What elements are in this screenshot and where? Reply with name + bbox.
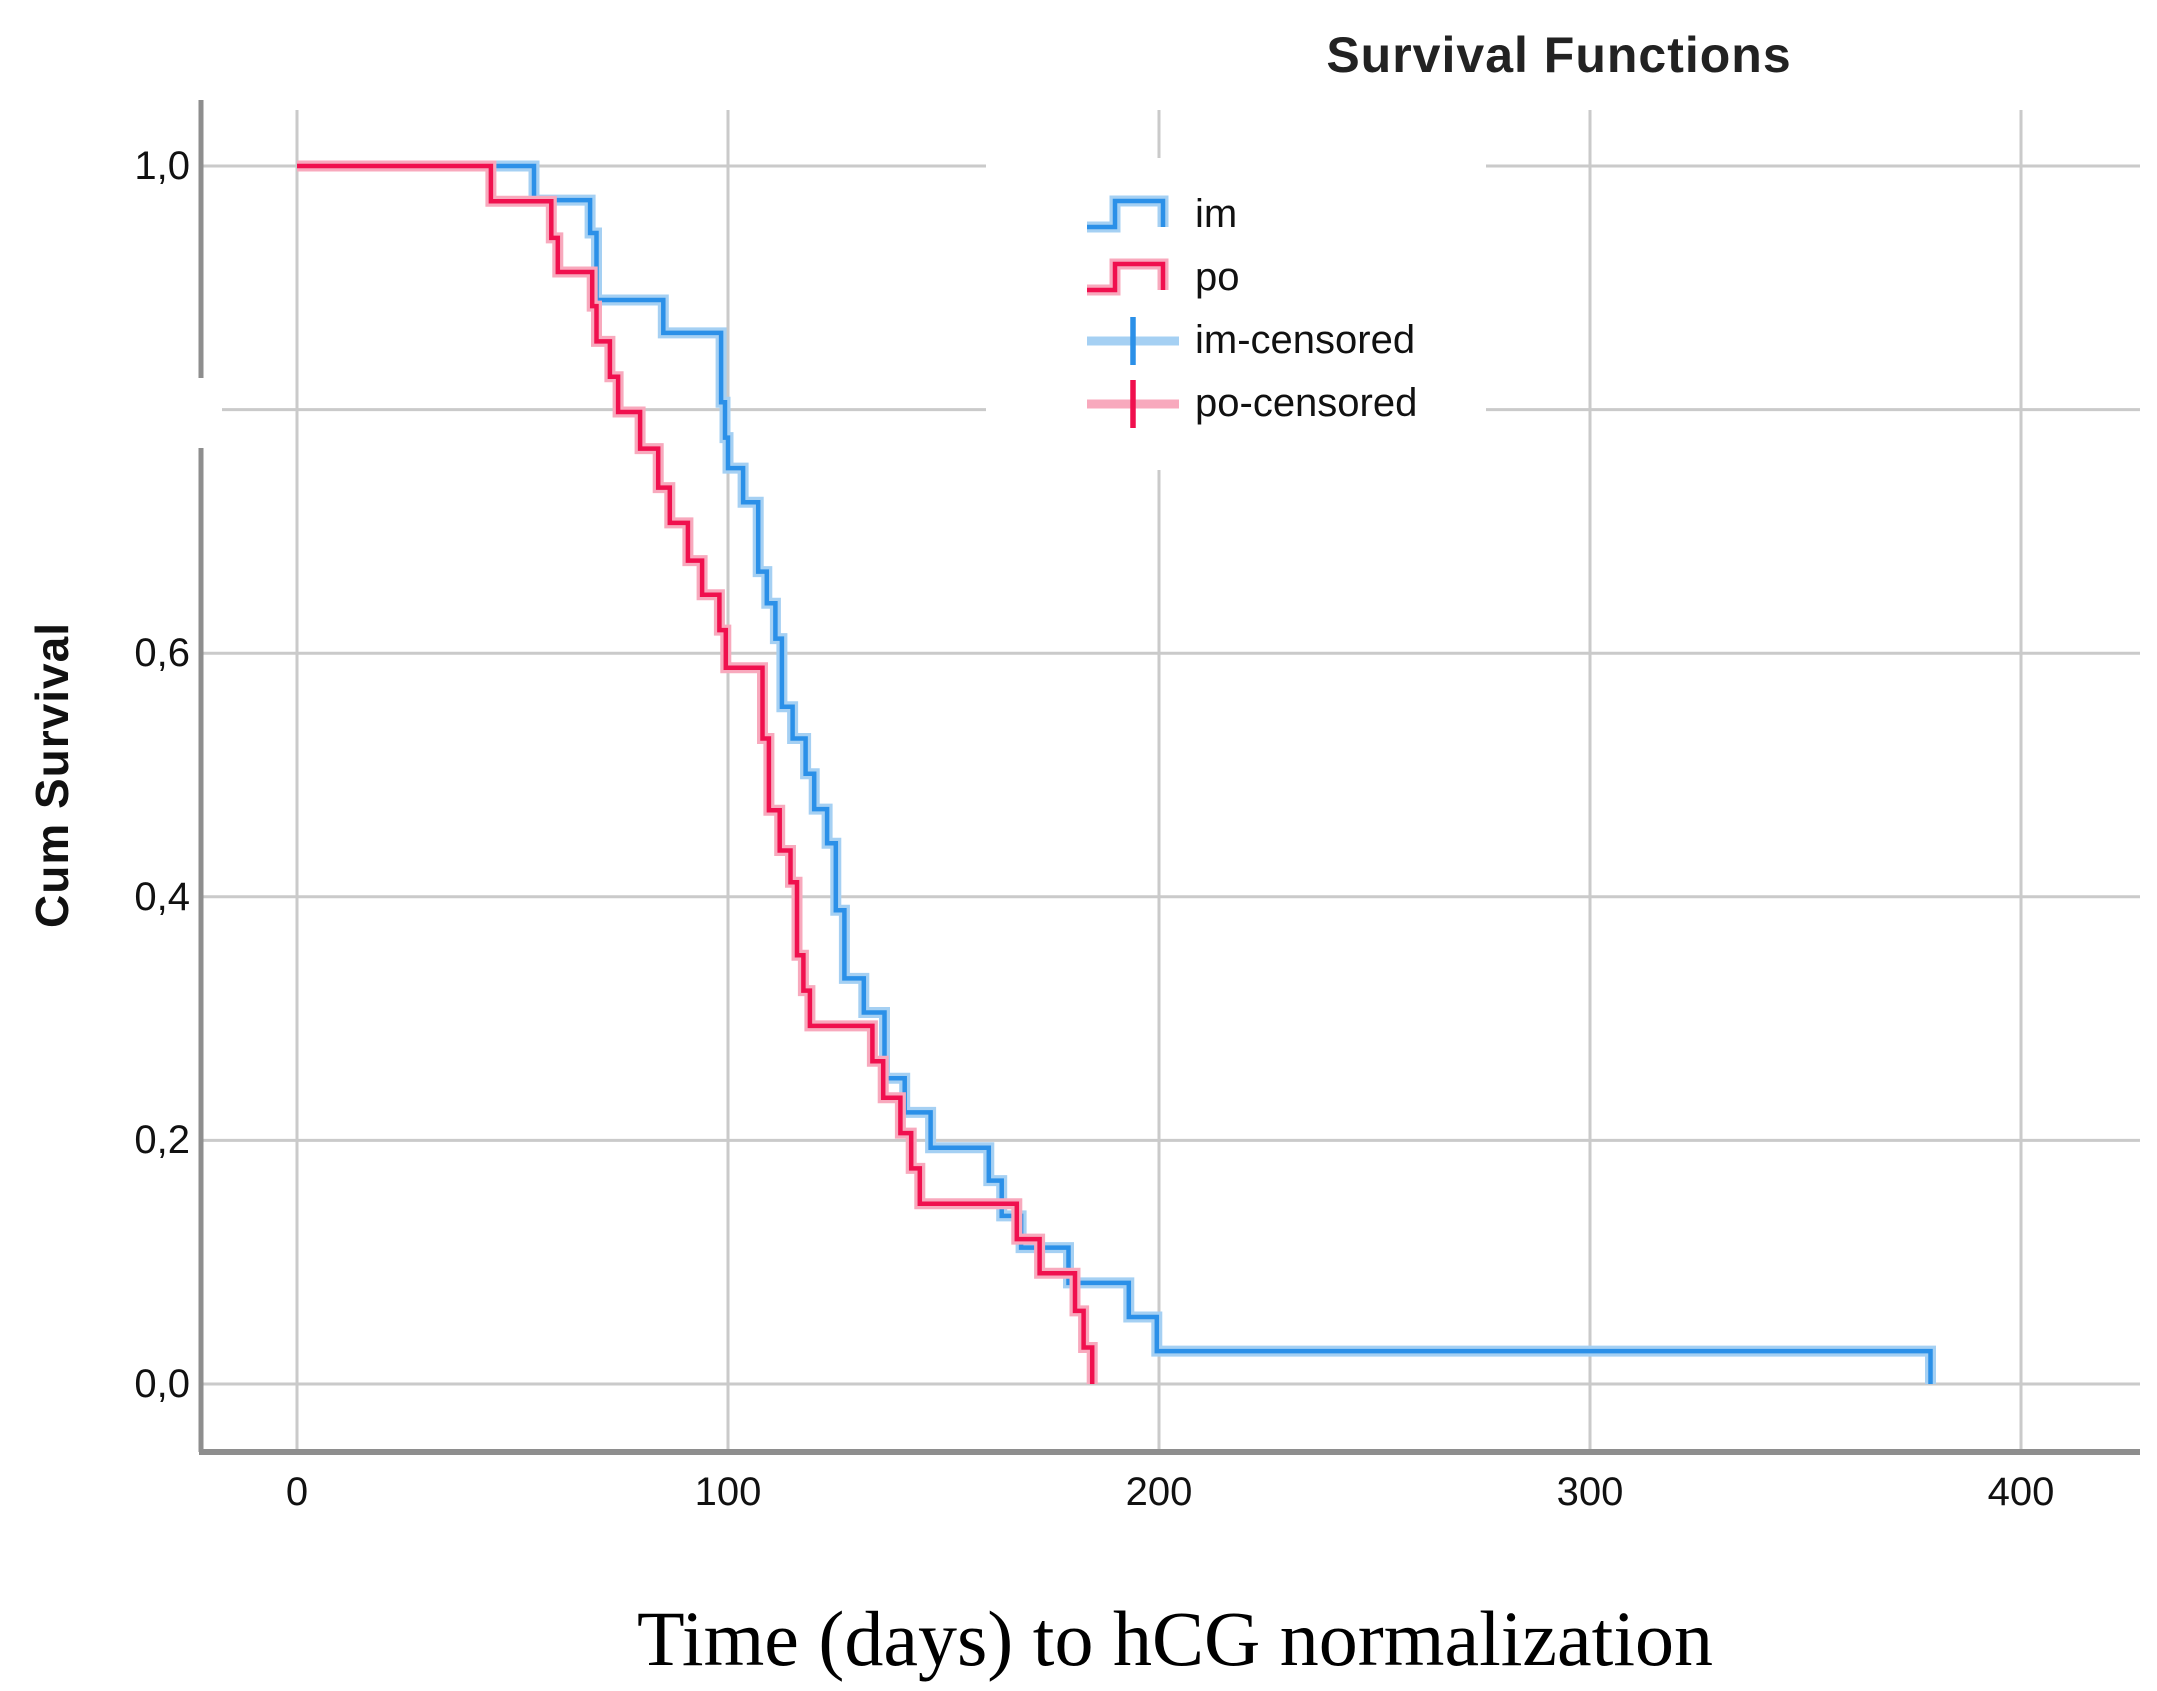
step-line-sample-icon bbox=[1087, 258, 1169, 295]
legend-label: po-censored bbox=[1195, 381, 1418, 425]
legend-item-po: po bbox=[1085, 246, 1417, 309]
legend-label: im-censored bbox=[1195, 318, 1416, 362]
x-axis-title: Time (days) to hCG normalization bbox=[636, 1595, 1714, 1682]
legend-background bbox=[986, 158, 1486, 470]
legend-item-im-censored: im-censored bbox=[1085, 309, 1417, 372]
censored-plus-sample-icon bbox=[1087, 316, 1179, 365]
x-tick-label: 0 bbox=[285, 1470, 309, 1514]
y-tick-label: 1,0 bbox=[134, 144, 190, 188]
po-curve bbox=[297, 163, 1095, 1384]
y-tick-label: 0,2 bbox=[134, 1118, 190, 1163]
y-tick-label: 0,4 bbox=[134, 874, 190, 919]
x-tick-label: 300 bbox=[1556, 1470, 1624, 1514]
legend-label: po bbox=[1195, 255, 1240, 299]
y-tick-label: 0,6 bbox=[134, 631, 190, 676]
x-tick-label: 100 bbox=[694, 1470, 762, 1514]
y-tick-label: 0,0 bbox=[134, 1362, 190, 1406]
x-tick-label: 400 bbox=[1987, 1470, 2055, 1514]
im-curve bbox=[297, 163, 1933, 1384]
legend: im po im-censored po-censored bbox=[1085, 183, 1417, 435]
step-line-sample-icon bbox=[1087, 195, 1169, 232]
legend-label: im bbox=[1195, 192, 1238, 236]
legend-item-po-censored: po-censored bbox=[1085, 372, 1417, 435]
x-tick-label: 200 bbox=[1125, 1470, 1193, 1514]
censored-plus-sample-icon bbox=[1087, 379, 1179, 428]
chart-title: Survival Functions bbox=[1326, 27, 1792, 83]
po-curve-halo bbox=[297, 160, 1098, 1384]
legend-item-im: im bbox=[1085, 183, 1417, 246]
